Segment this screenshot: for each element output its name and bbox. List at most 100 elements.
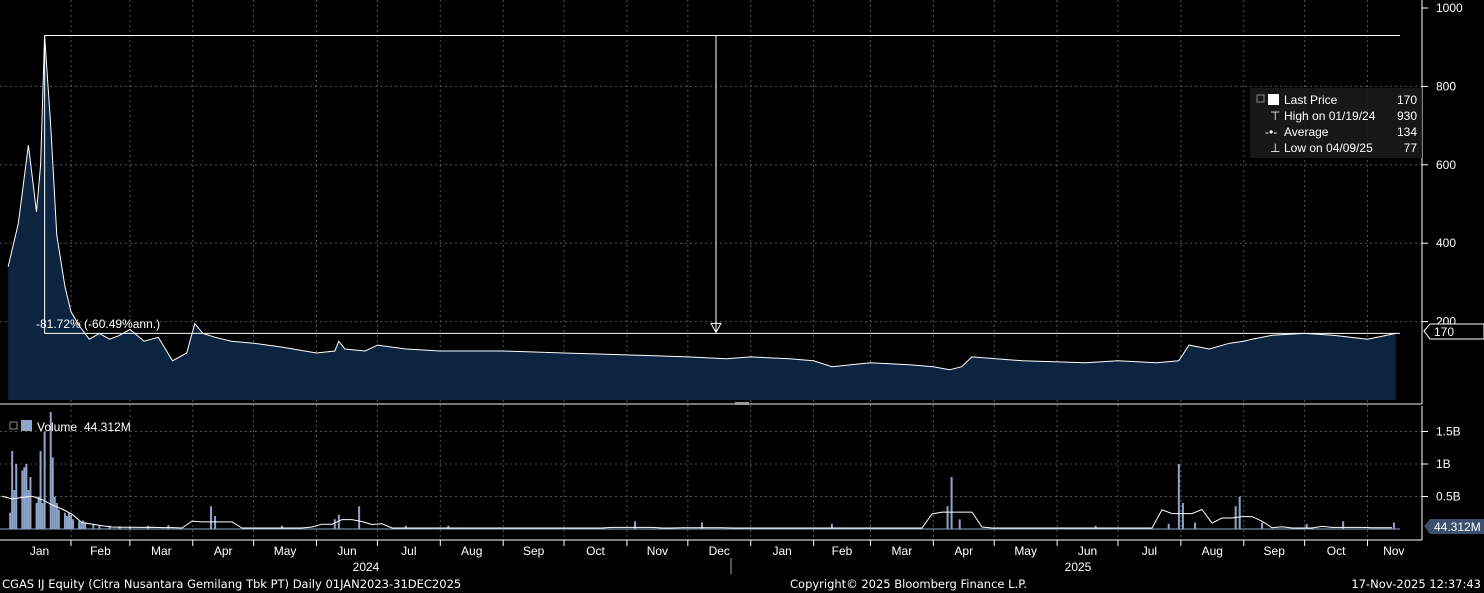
volume-bar: [63, 512, 66, 529]
drop-arrowhead: [710, 322, 722, 334]
volume-legend: Volume 44.312M: [9, 420, 131, 434]
volume-bar: [84, 522, 87, 529]
month-label: May: [274, 544, 297, 558]
low-marker-icon: ⊥: [1270, 141, 1280, 155]
volume-bar: [634, 521, 637, 529]
legend-high-label: High on 01/19/24: [1284, 109, 1376, 123]
volume-axis-ticks: 0.5B 1B 1.5B: [1422, 425, 1461, 504]
volume-bar: [404, 525, 407, 529]
volume-bar: [950, 477, 953, 529]
volume-bar: [70, 514, 73, 529]
volume-bar: [21, 470, 24, 529]
volume-bar: [214, 516, 217, 529]
volume-bar: [39, 451, 42, 529]
volume-bar: [29, 477, 32, 529]
footer-security-info: CGAS IJ Equity (Citra Nusantara Gemilang…: [2, 577, 461, 591]
volume-bar: [51, 457, 54, 529]
month-label: Aug: [1202, 544, 1223, 558]
month-label: Oct: [586, 544, 605, 558]
month-label: Mar: [892, 544, 913, 558]
volume-bar: [1194, 522, 1197, 529]
time-axis-ticks: Jan Feb Mar Apr May Jun Jul Aug Sep Oct Nov Dec Jan F…: [30, 540, 1404, 558]
volume-bar: [92, 523, 95, 529]
legend-collapse-icon[interactable]: [1256, 94, 1265, 103]
volume-tick-label: 0.5B: [1436, 490, 1461, 504]
volume-bar: [37, 496, 40, 529]
volume-bar: [55, 503, 58, 529]
year-label-2025: 2025: [1065, 560, 1092, 574]
volume-bar: [1181, 503, 1184, 529]
volume-tick-label: 1.5B: [1436, 425, 1461, 439]
price-legend: Last Price 170 ⊤ High on 01/19/24 930 -•…: [1250, 88, 1422, 158]
vertical-gridlines: [70, 0, 1369, 540]
price-line: [7, 35, 1397, 371]
volume-bar: [1177, 464, 1180, 529]
month-label: Aug: [461, 544, 482, 558]
month-label: Apr: [214, 544, 233, 558]
month-label: Sep: [1264, 544, 1286, 558]
volume-bar: [98, 525, 101, 529]
volume-bar: [281, 525, 284, 529]
volume-bar: [49, 412, 52, 529]
volume-swatch-icon: [21, 420, 32, 431]
volume-bar: [43, 431, 46, 529]
month-label: Nov: [1383, 544, 1404, 558]
month-label: Jan: [30, 544, 49, 558]
legend-low-value: 77: [1404, 141, 1418, 155]
volume-bar: [1094, 525, 1097, 529]
volume-bar: [15, 464, 18, 529]
volume-bar: [1167, 523, 1170, 529]
volume-legend-collapse-icon[interactable]: [9, 421, 18, 430]
volume-bar: [72, 519, 75, 529]
volume-bar: [41, 503, 44, 529]
volume-bar: [13, 490, 16, 529]
volume-bar: [333, 519, 336, 529]
volume-bar: [23, 467, 26, 529]
month-label: Feb: [90, 544, 111, 558]
volume-bar: [1392, 522, 1395, 529]
month-label: Oct: [1327, 544, 1346, 558]
volume-bar: [830, 523, 833, 529]
legend-last-label: Last Price: [1284, 93, 1338, 107]
volume-bar: [82, 520, 85, 529]
price-area: [8, 35, 1396, 401]
price-tick-label: 1000: [1436, 1, 1463, 15]
month-label: Mar: [151, 544, 172, 558]
volume-bar: [701, 522, 704, 529]
volume-gridlines: [0, 431, 1422, 497]
volume-bar: [108, 525, 111, 529]
price-gridlines: [0, 85, 1422, 323]
volume-bar: [80, 522, 83, 529]
volume-bar: [1261, 522, 1264, 529]
panel-divider-handle[interactable]: [735, 402, 749, 405]
volume-bar: [337, 514, 340, 529]
volume-bar: [946, 506, 949, 529]
volume-tick-label: 1B: [1436, 457, 1451, 471]
legend-low-label: Low on 04/09/25: [1284, 141, 1373, 155]
price-tick-label: 600: [1436, 158, 1456, 172]
footer-timestamp: 17-Nov-2025 12:37:43: [1351, 577, 1481, 591]
legend-high-value: 930: [1397, 109, 1417, 123]
price-tick-label: 400: [1436, 236, 1456, 250]
volume-bar: [958, 519, 961, 529]
year-label-2024: 2024: [353, 560, 380, 574]
volume-legend-label: Volume: [37, 420, 77, 434]
volume-bar: [1342, 521, 1345, 529]
high-marker-icon: ⊤: [1270, 109, 1280, 123]
volume-bar: [210, 506, 213, 529]
month-label: Jun: [1078, 544, 1097, 558]
price-tick-label: 800: [1436, 79, 1456, 93]
volume-bar: [53, 496, 56, 529]
month-label: Apr: [954, 544, 973, 558]
volume-bar: [65, 516, 68, 529]
volume-bar: [447, 525, 450, 529]
legend-last-value: 170: [1397, 93, 1417, 107]
volume-bar: [167, 525, 170, 529]
month-label: Jun: [337, 544, 356, 558]
volume-bar: [35, 503, 38, 529]
volume-bar: [1305, 523, 1308, 529]
volume-bar: [27, 490, 30, 529]
average-marker-icon: -•-: [1265, 125, 1277, 139]
volume-average-line: [1, 495, 1392, 529]
